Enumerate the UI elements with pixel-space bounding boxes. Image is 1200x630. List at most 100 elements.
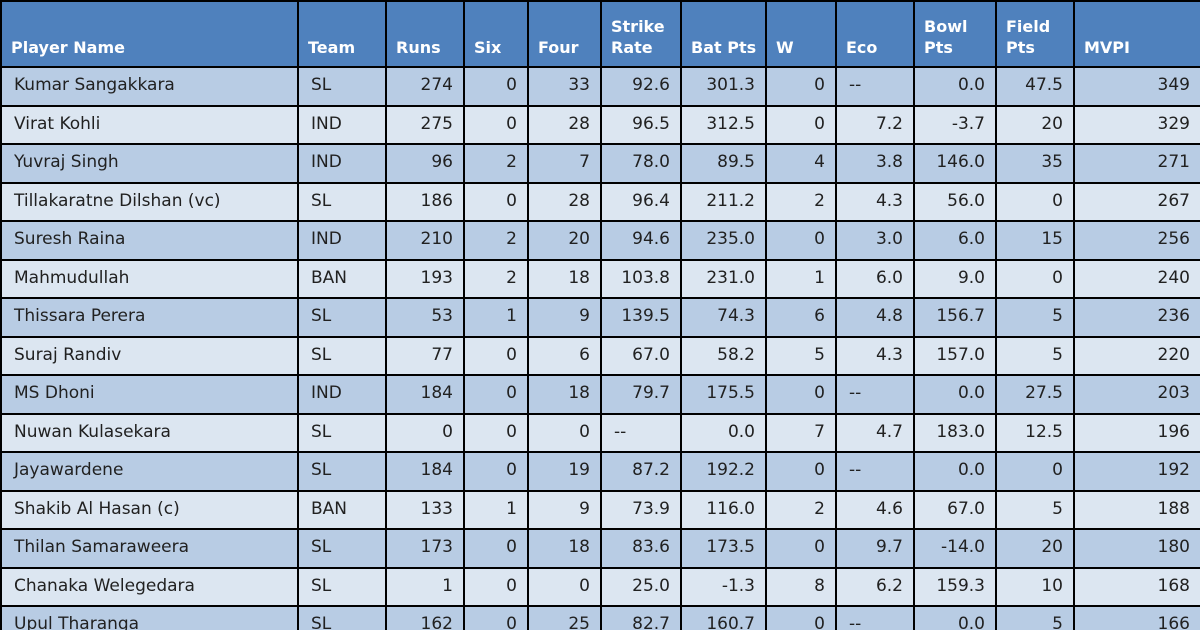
cell-six: 0 (463, 605, 529, 630)
cell-bowl_pts: 0.0 (913, 374, 997, 415)
cell-four: 25 (527, 605, 602, 630)
cell-strike_rate: 67.0 (600, 335, 682, 376)
cell-wickets: 7 (765, 412, 837, 453)
cell-eco: 6.0 (835, 258, 915, 299)
column-header-wickets: W (765, 0, 837, 68)
cell-runs: 133 (385, 489, 465, 530)
cell-bat_pts: 89.5 (680, 143, 767, 184)
table-row: Jayawardene SL 184 0 19 87.2 192.2 0 -- 0.0 0 192 (0, 451, 1200, 492)
cell-four: 7 (527, 143, 602, 184)
cell-eco: 3.0 (835, 220, 915, 261)
cell-six: 2 (463, 258, 529, 299)
cell-six: 2 (463, 220, 529, 261)
cell-four: 33 (527, 66, 602, 107)
cell-field_pts: 27.5 (995, 374, 1075, 415)
cell-wickets: 4 (765, 143, 837, 184)
column-header-bat_pts: Bat Pts (680, 0, 767, 68)
column-header-player: Player Name (0, 0, 299, 68)
cell-mvpi: 192 (1073, 451, 1200, 492)
cell-four: 0 (527, 566, 602, 607)
cell-wickets: 8 (765, 566, 837, 607)
cell-runs: 77 (385, 335, 465, 376)
cell-bat_pts: 312.5 (680, 104, 767, 145)
cell-strike_rate: 73.9 (600, 489, 682, 530)
cell-bowl_pts: 146.0 (913, 143, 997, 184)
cell-player: Thissara Perera (0, 297, 299, 338)
cell-eco: 4.8 (835, 297, 915, 338)
table-row: Shakib Al Hasan (c) BAN 133 1 9 73.9 116.0 2 4.6… (0, 489, 1200, 530)
cell-player: Mahmudullah (0, 258, 299, 299)
table-row: Nuwan Kulasekara SL 0 0 0 -- 0.0 7 4.7 183.0 12.5 1… (0, 412, 1200, 453)
cell-bowl_pts: -3.7 (913, 104, 997, 145)
cell-runs: 0 (385, 412, 465, 453)
cell-bowl_pts: 183.0 (913, 412, 997, 453)
cell-runs: 210 (385, 220, 465, 261)
cell-runs: 173 (385, 528, 465, 569)
column-header-team: Team (297, 0, 387, 68)
cell-player: Chanaka Welegedara (0, 566, 299, 607)
cell-player: Jayawardene (0, 451, 299, 492)
cell-strike_rate: 25.0 (600, 566, 682, 607)
cell-bat_pts: 211.2 (680, 181, 767, 222)
cell-team: SL (297, 451, 387, 492)
table-row: Mahmudullah BAN 193 2 18 103.8 231.0 1 6.0 9.0 0 24… (0, 258, 1200, 299)
cell-four: 20 (527, 220, 602, 261)
cell-strike_rate: -- (600, 412, 682, 453)
cell-bowl_pts: 9.0 (913, 258, 997, 299)
cell-four: 28 (527, 104, 602, 145)
cell-eco: 4.7 (835, 412, 915, 453)
cell-bat_pts: 173.5 (680, 528, 767, 569)
cell-four: 9 (527, 297, 602, 338)
cell-bowl_pts: 56.0 (913, 181, 997, 222)
cell-four: 18 (527, 258, 602, 299)
cell-eco: 4.3 (835, 335, 915, 376)
table-row: MS Dhoni IND 184 0 18 79.7 175.5 0 -- 0.0 27.5 203 (0, 374, 1200, 415)
cell-bat_pts: 160.7 (680, 605, 767, 630)
cell-runs: 1 (385, 566, 465, 607)
column-header-four: Four (527, 0, 602, 68)
cell-player: Suresh Raina (0, 220, 299, 261)
cell-bat_pts: 116.0 (680, 489, 767, 530)
cell-six: 2 (463, 143, 529, 184)
cell-eco: 7.2 (835, 104, 915, 145)
cell-wickets: 6 (765, 297, 837, 338)
cell-strike_rate: 96.4 (600, 181, 682, 222)
cell-four: 28 (527, 181, 602, 222)
column-header-strike_rate: Strike Rate (600, 0, 682, 68)
cell-field_pts: 5 (995, 335, 1075, 376)
cell-field_pts: 0 (995, 451, 1075, 492)
cell-mvpi: 271 (1073, 143, 1200, 184)
cell-player: Yuvraj Singh (0, 143, 299, 184)
cell-strike_rate: 78.0 (600, 143, 682, 184)
cell-mvpi: 236 (1073, 297, 1200, 338)
table-row: Yuvraj Singh IND 96 2 7 78.0 89.5 4 3.8 146.0 35 27… (0, 143, 1200, 184)
cell-eco: -- (835, 66, 915, 107)
cell-field_pts: 5 (995, 297, 1075, 338)
cell-field_pts: 10 (995, 566, 1075, 607)
table-row: Chanaka Welegedara SL 1 0 0 25.0 -1.3 8 6.2 159.3… (0, 566, 1200, 607)
cell-team: SL (297, 566, 387, 607)
cell-bowl_pts: 157.0 (913, 335, 997, 376)
header-row: Player Name Team Runs Six Four Strike Rate Bat… (0, 0, 1200, 68)
cell-field_pts: 20 (995, 104, 1075, 145)
cell-six: 1 (463, 489, 529, 530)
cell-bat_pts: -1.3 (680, 566, 767, 607)
cell-strike_rate: 139.5 (600, 297, 682, 338)
cell-bat_pts: 74.3 (680, 297, 767, 338)
cell-strike_rate: 79.7 (600, 374, 682, 415)
cell-team: SL (297, 605, 387, 630)
column-header-bowl_pts: Bowl Pts (913, 0, 997, 68)
cell-runs: 96 (385, 143, 465, 184)
cell-runs: 193 (385, 258, 465, 299)
cell-bat_pts: 192.2 (680, 451, 767, 492)
cell-team: IND (297, 374, 387, 415)
cell-eco: 3.8 (835, 143, 915, 184)
table-row: Tillakaratne Dilshan (vc) SL 186 0 28 96.4 211… (0, 181, 1200, 222)
cell-team: IND (297, 220, 387, 261)
cell-six: 0 (463, 374, 529, 415)
cell-wickets: 0 (765, 104, 837, 145)
table-row: Kumar Sangakkara SL 274 0 33 92.6 301.3 0 -- 0.0 4… (0, 66, 1200, 107)
cell-strike_rate: 83.6 (600, 528, 682, 569)
cell-player: Suraj Randiv (0, 335, 299, 376)
